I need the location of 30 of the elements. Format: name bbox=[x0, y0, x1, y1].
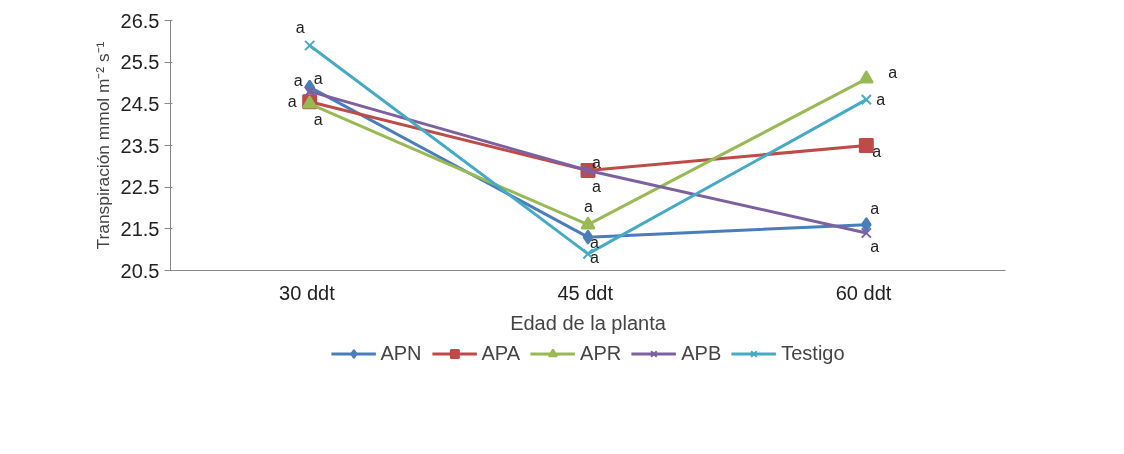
y-tick-label: 21.5 bbox=[120, 217, 160, 240]
annotation: a bbox=[287, 92, 297, 110]
annotation: a bbox=[313, 110, 323, 128]
annotation: a bbox=[888, 63, 898, 81]
annotation: a bbox=[872, 142, 882, 160]
annotation: a bbox=[870, 199, 880, 217]
y-axis-title: Transpiración mmol m⁻² s⁻¹ bbox=[92, 41, 113, 250]
annotation: a bbox=[592, 153, 601, 171]
x-axis-title: Edad de la planta bbox=[510, 311, 667, 334]
annotation: a bbox=[584, 197, 593, 215]
legend-label: APB bbox=[681, 341, 722, 365]
annotation: a bbox=[293, 72, 303, 90]
legend-label: Testigo bbox=[781, 341, 845, 365]
x-tick-label: 60 ddt bbox=[835, 281, 892, 304]
y-tick-label: 20.5 bbox=[120, 259, 160, 282]
annotation: a bbox=[313, 70, 323, 88]
x-tick-label: 30 ddt bbox=[279, 281, 336, 304]
x-tick-label: 45 ddt bbox=[557, 281, 614, 304]
annotation: a bbox=[870, 238, 880, 255]
legend-label: APN bbox=[380, 341, 422, 365]
legend-label: APR bbox=[580, 341, 622, 365]
y-tick-label: 22.5 bbox=[120, 176, 160, 199]
y-tick-label: 23.5 bbox=[120, 134, 160, 157]
legend-label: APA bbox=[481, 341, 521, 365]
annotation: a bbox=[876, 90, 886, 108]
y-tick-label: 25.5 bbox=[120, 51, 160, 74]
y-tick-label: 24.5 bbox=[120, 92, 160, 115]
annotation: a bbox=[592, 177, 601, 195]
annotation: a bbox=[295, 18, 305, 36]
y-tick-label: 26.5 bbox=[120, 9, 160, 32]
